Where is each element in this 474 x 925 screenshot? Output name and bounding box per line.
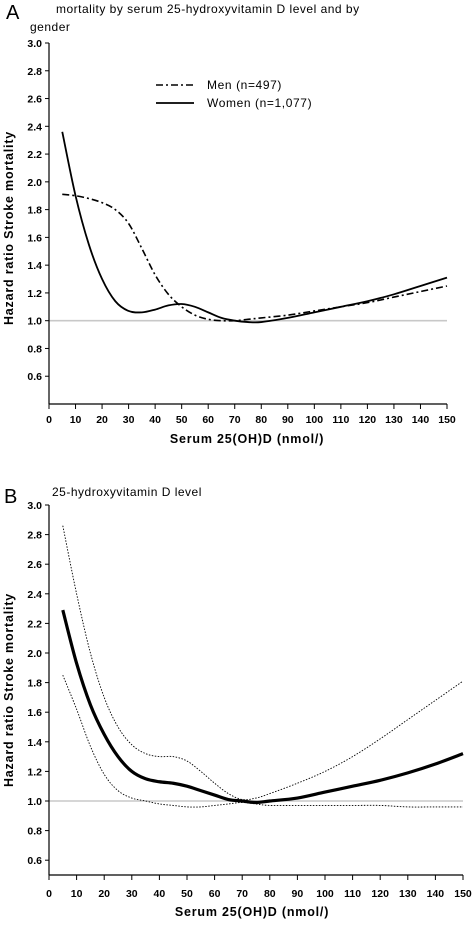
y-tick-label: 1.2 [27,288,42,300]
x-tick-label: 110 [344,888,361,900]
x-tick-label: 70 [236,888,248,900]
x-tick-label: 20 [96,414,108,426]
x-tick-label: 130 [385,414,403,426]
x-tick-label: 150 [438,414,456,426]
y-tick-label: 2.8 [27,530,42,542]
x-tick-label: 110 [332,414,349,426]
panel-a-title-line-1: mortality by serum 25-hydroxyvitamin D l… [56,2,360,16]
legend-women-label: Women (n=1,077) [207,96,312,110]
panel-b-title: 25-hydroxyvitamin D level [52,485,202,499]
x-tick-label: 130 [399,888,417,900]
y-tick-label: 3.0 [27,500,42,512]
panel-a-legend: Men (n=497) Women (n=1,077) [156,78,312,110]
y-tick-label: 1.6 [27,707,42,719]
panel-b-x-axis-label: Serum 25(OH)D (nmol/) [175,905,329,919]
y-tick-label: 3.0 [27,38,42,50]
legend-men-label: Men (n=497) [207,78,282,92]
y-tick-label: 0.6 [27,371,42,383]
x-tick-label: 120 [359,414,377,426]
series-line-1 [62,193,448,322]
x-tick-label: 60 [209,888,221,900]
x-tick-label: 40 [149,414,161,426]
x-tick-label: 10 [71,888,83,900]
x-tick-label: 80 [264,888,276,900]
x-tick-label: 90 [282,414,294,426]
x-tick-label: 10 [70,414,82,426]
panel-b: B 25-hydroxyvitamin D level Hazard ratio… [2,485,472,919]
x-tick-label: 140 [427,888,445,900]
y-tick-label: 2.6 [27,94,42,106]
x-tick-label: 120 [371,888,389,900]
x-tick-label: 30 [123,414,135,426]
y-tick-label: 1.0 [27,796,42,808]
y-tick-label: 2.0 [27,648,42,660]
panel-a: A mortality by serum 25-hydroxyvitamin D… [2,2,456,446]
y-tick-label: 2.2 [27,149,42,161]
y-tick-label: 2.2 [27,618,42,630]
x-tick-label: 150 [454,888,472,900]
x-tick-label: 80 [255,414,267,426]
y-tick-label: 2.4 [27,589,42,601]
y-tick-label: 0.6 [27,855,42,867]
y-tick-label: 1.8 [27,678,42,690]
panel-b-letter: B [4,486,17,508]
y-tick-label: 1.8 [27,205,42,217]
series-line-1 [61,609,464,805]
panel-b-axes [45,504,464,880]
x-tick-label: 20 [98,888,110,900]
y-tick-label: 2.6 [27,559,42,571]
y-tick-label: 1.4 [27,737,42,749]
y-tick-label: 1.6 [27,232,42,244]
panel-b-y-axis-label: Hazard ratio Stroke mortality [2,593,16,787]
y-tick-label: 1.0 [27,316,42,328]
panel-a-tick-labels: 0.6 0.8 1.0 1.2 1.4 1.6 1.8 2.0 2.2 2.4 2.6 2.8 3.0 0… [27,38,456,426]
x-tick-label: 100 [316,888,334,900]
panel-a-x-axis-label: Serum 25(OH)D (nmol/) [170,432,324,446]
panel-a-letter: A [6,2,20,24]
panel-b-series [61,525,464,808]
x-tick-label: 90 [292,888,304,900]
x-tick-label: 50 [181,888,193,900]
x-tick-label: 30 [126,888,138,900]
y-tick-label: 0.8 [27,826,42,838]
x-tick-label: 60 [202,414,214,426]
y-tick-label: 2.4 [27,121,42,133]
x-tick-label: 140 [412,414,430,426]
panel-b-tick-labels: 0.6 0.8 1.0 1.2 1.4 1.6 1.8 2.0 2.2 2.4 2.6 2.8 3.0 0… [27,500,472,900]
x-tick-label: 0 [46,888,52,900]
x-tick-label: 100 [306,414,324,426]
y-tick-label: 2.0 [27,177,42,189]
y-tick-label: 1.2 [27,766,42,778]
y-tick-label: 1.4 [27,260,42,272]
series-line-2 [61,131,448,324]
y-tick-label: 0.8 [27,343,42,355]
x-tick-label: 0 [46,414,52,426]
x-tick-label: 40 [154,888,166,900]
series-line-2 [62,525,464,801]
panel-a-series [61,131,448,324]
panel-a-title-line-2: gender [30,20,70,34]
panel-a-y-axis-label: Hazard ratio Stroke mortality [2,131,16,325]
y-tick-label: 2.8 [27,66,42,78]
x-tick-label: 70 [229,414,241,426]
x-tick-label: 50 [176,414,188,426]
panel-a-axes [45,42,448,409]
series-line-3 [62,675,463,808]
